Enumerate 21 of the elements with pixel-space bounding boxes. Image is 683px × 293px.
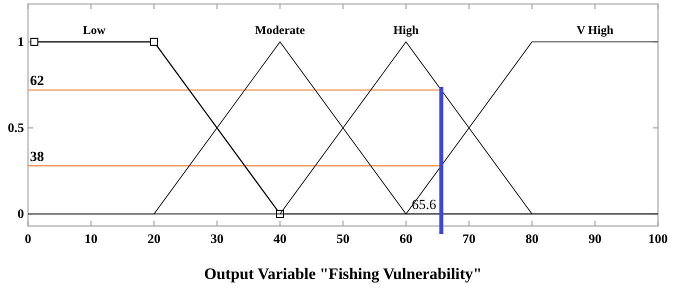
annotation: 38: [30, 150, 44, 165]
x-tick-label: 60: [400, 231, 412, 246]
y-tick-label: 1: [18, 34, 24, 49]
ref-line-label: 65.6: [412, 198, 436, 213]
x-axis-title: Output Variable "Fishing Vulnerability": [204, 266, 482, 283]
series-label: Low: [82, 22, 106, 37]
series-label: V High: [576, 22, 614, 37]
x-tick-label: 20: [148, 231, 160, 246]
annotation: 62: [30, 74, 44, 90]
x-tick-label: 50: [336, 231, 350, 246]
x-tick-label: 30: [210, 231, 224, 246]
x-tick-label: 90: [588, 231, 602, 246]
series-label: High: [393, 22, 419, 37]
y-tick-label: 0: [18, 206, 24, 221]
x-tick-label: 10: [84, 231, 98, 246]
series-label: Moderate: [255, 22, 306, 37]
y-tick-label: 0.5: [8, 120, 24, 135]
x-tick-label: 70: [462, 231, 476, 246]
x-tick-label: 40: [274, 231, 286, 246]
x-tick-label: 80: [526, 231, 538, 246]
x-tick-label: 100: [648, 231, 668, 246]
